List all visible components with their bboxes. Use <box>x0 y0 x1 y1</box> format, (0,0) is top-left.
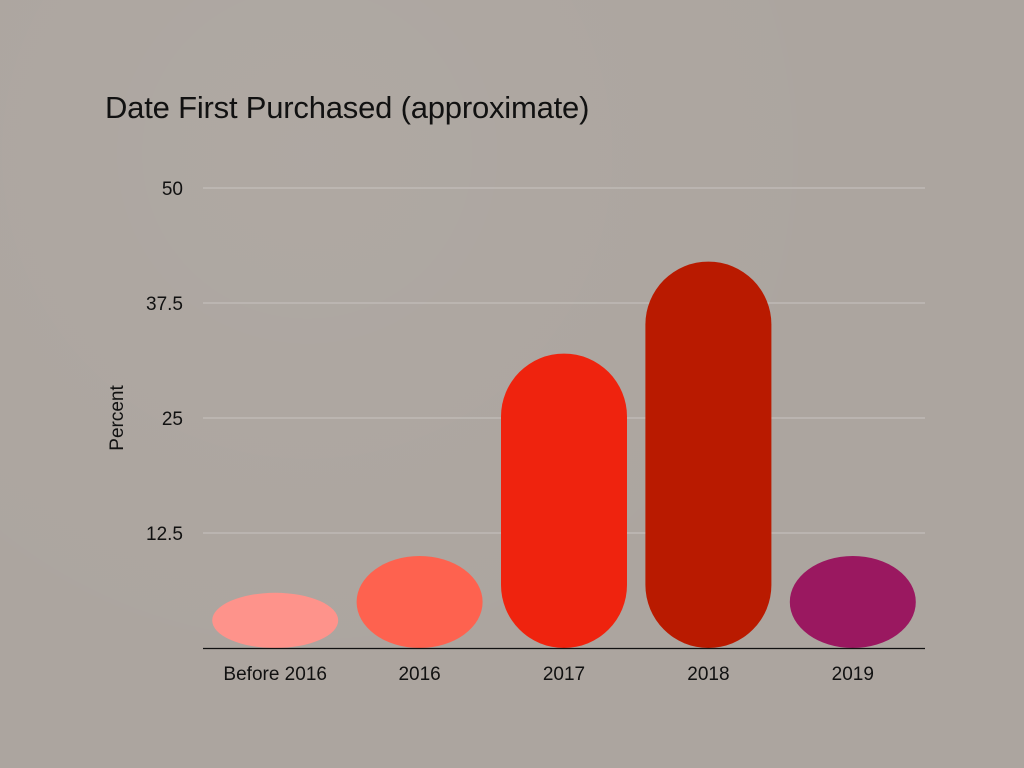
chart-title: Date First Purchased (approximate) <box>105 90 590 125</box>
bar-0 <box>212 592 339 648</box>
y-tick-label-0: 12.5 <box>146 524 183 545</box>
bars <box>212 261 916 648</box>
bar-3 <box>645 261 772 648</box>
y-tick-labels: 12.5 25 37.5 50 <box>146 179 183 545</box>
x-tick-labels: Before 2016 2016 2017 2018 2019 <box>223 664 874 685</box>
bar-1 <box>356 556 483 648</box>
x-tick-label-4: 2019 <box>832 664 874 685</box>
x-tick-label-1: 2016 <box>398 664 440 685</box>
x-tick-label-2: 2017 <box>543 664 585 685</box>
x-tick-label-3: 2018 <box>687 664 729 685</box>
y-axis-label: Percent <box>107 385 128 451</box>
y-tick-label-3: 50 <box>162 179 183 200</box>
x-tick-label-0: Before 2016 <box>223 664 327 685</box>
bar-4 <box>789 556 916 648</box>
y-tick-label-1: 25 <box>162 409 183 430</box>
bar-2 <box>501 353 627 648</box>
y-tick-label-2: 37.5 <box>146 294 183 315</box>
